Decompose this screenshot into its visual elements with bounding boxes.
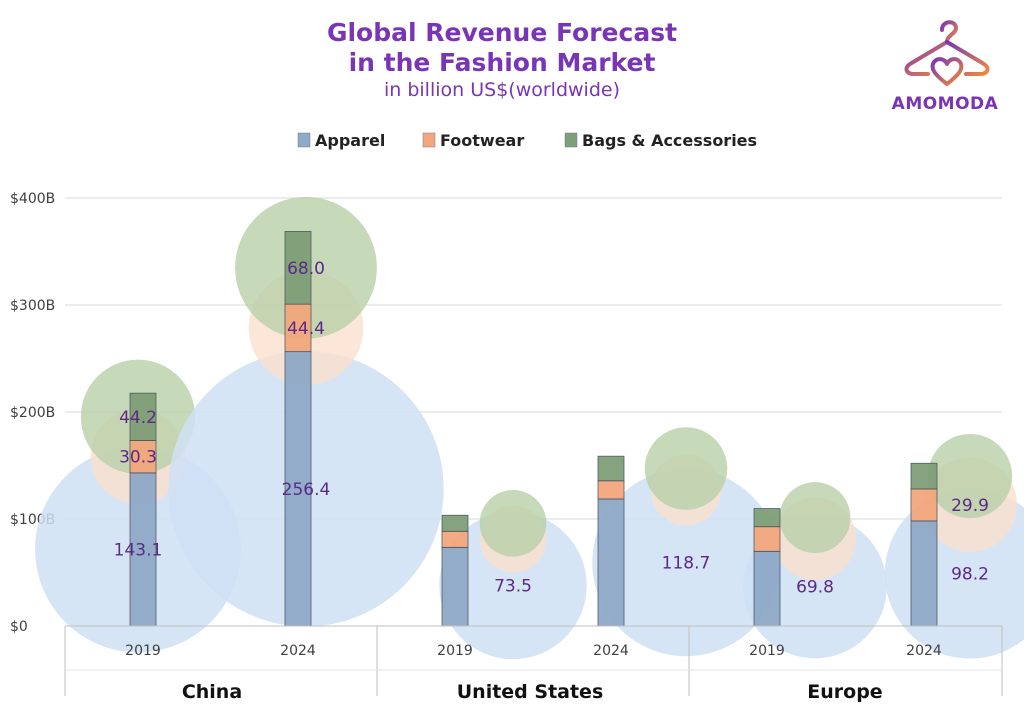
- x-tick-label: 2024: [593, 643, 629, 659]
- group-label: China: [182, 681, 242, 703]
- bubble-apparel: [439, 511, 587, 660]
- hanger-heart-icon: [904, 20, 990, 86]
- group-label: Europe: [807, 681, 882, 703]
- bar-segment-footwear: [597, 480, 625, 500]
- bar-segment-footwear: [129, 440, 157, 474]
- bubble-layer: [35, 196, 1024, 660]
- data-label: 143.1: [114, 540, 163, 560]
- bar-segment-apparel: [910, 520, 938, 627]
- brand-logo: AMOMODA: [890, 12, 1000, 122]
- data-label: 69.8: [796, 577, 834, 597]
- group-label: United States: [457, 681, 604, 703]
- chart-title-line-2: in the Fashion Market: [348, 48, 656, 77]
- data-label: 256.4: [282, 480, 331, 500]
- data-label: 44.2: [119, 408, 157, 428]
- legend-label: Bags & Accessories: [582, 131, 757, 150]
- bar-segment-bags: [910, 462, 938, 490]
- bar-segment-apparel: [753, 550, 781, 627]
- brand-name: AMOMODA: [891, 94, 999, 114]
- bar-segment-bags: [753, 508, 781, 528]
- bubble-bags: [779, 482, 851, 554]
- bubble-bags: [644, 427, 728, 510]
- bar-segment-bags: [441, 514, 469, 532]
- chart-title-line-1: Global Revenue Forecast: [326, 18, 678, 47]
- bar-segment-apparel: [129, 472, 157, 627]
- x-tick-label: 2019: [749, 643, 785, 659]
- x-tick-label: 2019: [125, 643, 161, 659]
- legend-swatch-2: [564, 132, 578, 148]
- legend-swatch-0: [297, 132, 311, 148]
- bar-segment-bags: [129, 392, 157, 441]
- bubble-apparel: [592, 468, 780, 657]
- y-tick-label: $200B: [10, 405, 55, 421]
- bubble-bags: [479, 489, 547, 557]
- x-tick-label: 2019: [437, 643, 473, 659]
- data-label: 68.0: [287, 259, 325, 279]
- bar-segment-footwear: [441, 530, 469, 548]
- legend-label: Footwear: [440, 131, 524, 150]
- y-tick-label: $0: [10, 619, 28, 635]
- y-tick-label: $400B: [10, 191, 55, 207]
- bar-segment-footwear: [910, 488, 938, 522]
- x-tick-label: 2024: [906, 643, 942, 659]
- chart-subtitle: in billion US$(worldwide): [383, 79, 620, 101]
- bar-segment-footwear: [753, 526, 781, 552]
- legend-label: Apparel: [315, 131, 385, 150]
- x-tick-label: 2024: [280, 643, 316, 659]
- data-label: 118.7: [662, 553, 711, 573]
- bar-segment-apparel: [597, 498, 625, 627]
- bar-segment-apparel: [284, 351, 312, 627]
- data-label: 30.3: [119, 448, 157, 468]
- data-label: 29.9: [951, 496, 989, 516]
- bubble-bags: [927, 433, 1013, 519]
- chart-title-block: Global Revenue Forecast in the Fashion M…: [0, 18, 1004, 102]
- bar-segment-apparel: [441, 546, 469, 627]
- y-tick-label: $300B: [10, 298, 55, 314]
- data-label: 98.2: [951, 564, 989, 584]
- bar-segment-bags: [284, 230, 312, 305]
- bar-segment-bags: [597, 455, 625, 482]
- legend-swatch-1: [422, 132, 436, 148]
- data-label: 73.5: [494, 576, 532, 596]
- data-label: 44.4: [287, 319, 325, 339]
